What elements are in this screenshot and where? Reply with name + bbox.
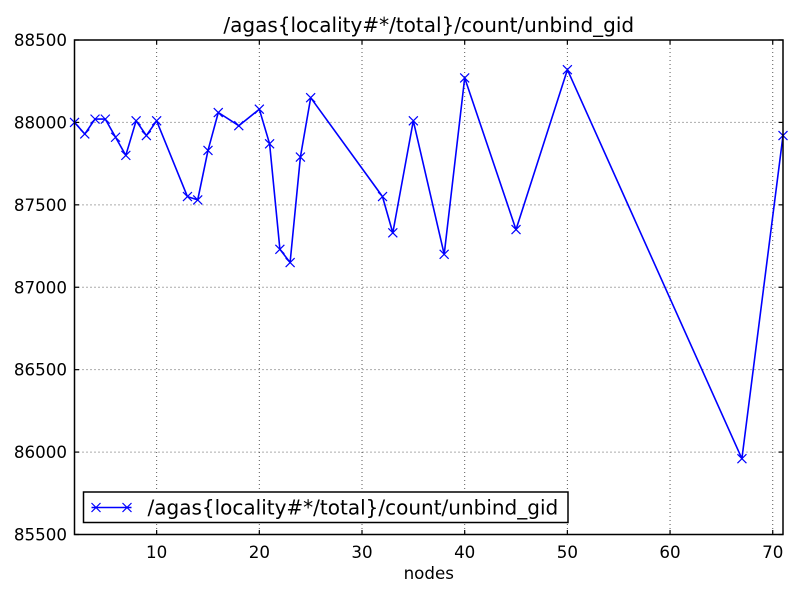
legend-label: /agas{locality#*/total}/count/unbind_gid bbox=[148, 496, 559, 520]
y-tick-label: 87500 bbox=[14, 195, 67, 215]
legend-sample-markers bbox=[91, 502, 132, 513]
x-tick-label: 60 bbox=[659, 542, 680, 562]
y-tick-label: 88000 bbox=[14, 112, 67, 132]
x-tick-label: 40 bbox=[454, 542, 475, 562]
x-tick-label: 10 bbox=[146, 542, 167, 562]
x-axis-label: nodes bbox=[404, 563, 454, 583]
plot-border bbox=[73, 39, 784, 536]
data-line bbox=[73, 68, 784, 460]
legend-marker bbox=[91, 502, 132, 513]
data-markers bbox=[69, 64, 788, 464]
grid-layer bbox=[74, 40, 783, 535]
tick-layer: 10 20 30 40 50 60 70 85500 86000 86500 87000 87500 8… bbox=[14, 30, 783, 562]
data-series-layer bbox=[69, 64, 788, 464]
chart-title: /agas{locality#*/total}/count/unbind_gid bbox=[223, 13, 634, 37]
y-tick-label: 86000 bbox=[14, 442, 67, 462]
x-tick-label: 20 bbox=[249, 542, 270, 562]
y-tick-label: 85500 bbox=[14, 525, 67, 545]
x-tick-label: 50 bbox=[557, 542, 578, 562]
y-tick-label: 86500 bbox=[14, 360, 67, 380]
y-tick-label: 88500 bbox=[14, 30, 67, 50]
x-tick-label: 70 bbox=[762, 542, 783, 562]
legend-box bbox=[82, 491, 569, 524]
legend: /agas{locality#*/total}/count/unbind_gid bbox=[82, 491, 569, 524]
x-tick-label: 30 bbox=[351, 542, 372, 562]
y-tick-label: 87000 bbox=[14, 277, 67, 297]
